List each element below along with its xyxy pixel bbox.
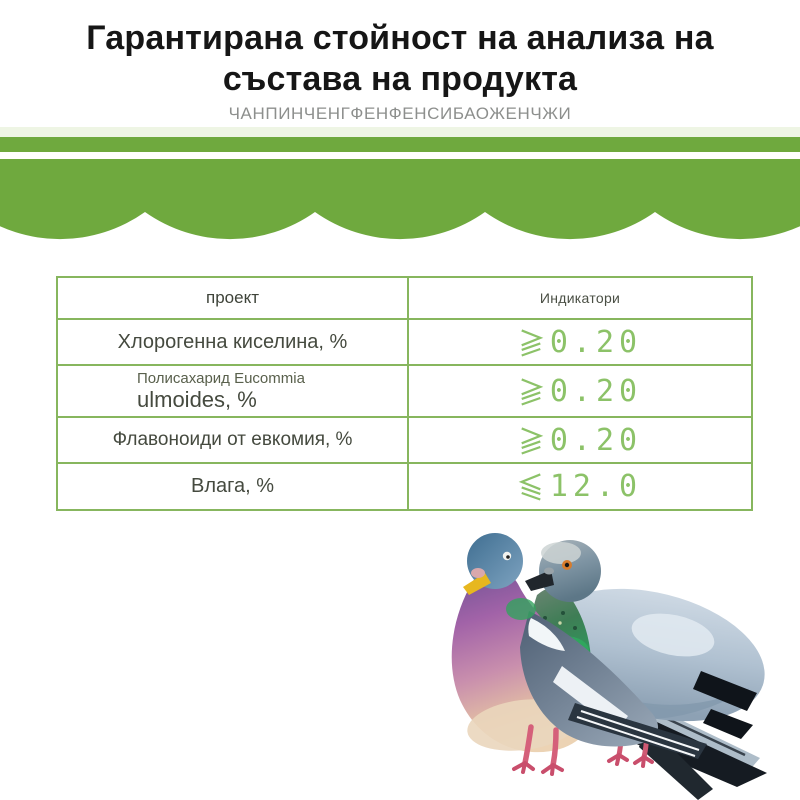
table-row-label: Хлорогенна киселина, % xyxy=(58,318,407,364)
title-line-2: състава на продукта xyxy=(222,60,578,98)
table-row-value: 0.20 xyxy=(407,416,751,462)
row4-value: 12.0 xyxy=(518,469,642,504)
row1-value: 0.20 xyxy=(518,325,642,360)
pigeon-front xyxy=(451,533,707,776)
greater-or-equal-icon xyxy=(521,377,544,406)
row4-label: Влага, % xyxy=(190,475,274,497)
less-or-equal-icon xyxy=(518,473,541,501)
row2-value-number: 0.20 xyxy=(549,373,643,409)
row2-label-line1: Полисахарид Eucommia xyxy=(137,369,305,387)
green-bar xyxy=(0,137,800,152)
column-header-project: проект xyxy=(206,288,259,307)
table-row-label: Флавоноиди от евкомия, % xyxy=(58,416,407,462)
row3-value: 0.20 xyxy=(518,423,642,458)
pigeons-illustration xyxy=(451,533,767,800)
row3-label: Флавоноиди от евкомия, % xyxy=(112,429,353,450)
title-line-1: Гарантирана стойност на анализа на xyxy=(86,19,714,57)
row4-value-number: 12.0 xyxy=(549,469,643,504)
greater-or-equal-icon xyxy=(521,426,544,455)
page-subtitle: ЧАНПИНЧЕНГФЕНФЕНСИБАОЖЕНЧЖИ xyxy=(228,104,572,123)
white-gap xyxy=(0,152,800,159)
greater-or-equal-icon xyxy=(521,328,544,357)
row2-label-line2: ulmoides, % xyxy=(137,386,257,412)
table-row-value: 12.0 xyxy=(407,462,751,509)
column-header-indicators: Индикатори xyxy=(407,278,751,318)
table-row-value: 0.20 xyxy=(407,364,751,416)
pale-green-strip xyxy=(0,127,800,137)
table-row-label: Полисахарид Eucommia ulmoides, % xyxy=(58,364,407,416)
row2-value: 0.20 xyxy=(518,374,642,409)
table-row-label: Влага, % xyxy=(58,462,407,509)
row1-label: Хлорогенна киселина, % xyxy=(117,330,348,353)
table-row-value: 0.20 xyxy=(407,318,751,364)
row3-value-number: 0.20 xyxy=(549,422,643,458)
analysis-table: проект Индикатори Хлорогенна киселина, %… xyxy=(56,276,753,511)
row1-value-number: 0.20 xyxy=(549,324,643,360)
page-title: Гарантирана стойност на анализа на съста… xyxy=(0,0,800,100)
two-pigeons-photo xyxy=(415,523,775,800)
scalloped-awning xyxy=(0,159,800,240)
